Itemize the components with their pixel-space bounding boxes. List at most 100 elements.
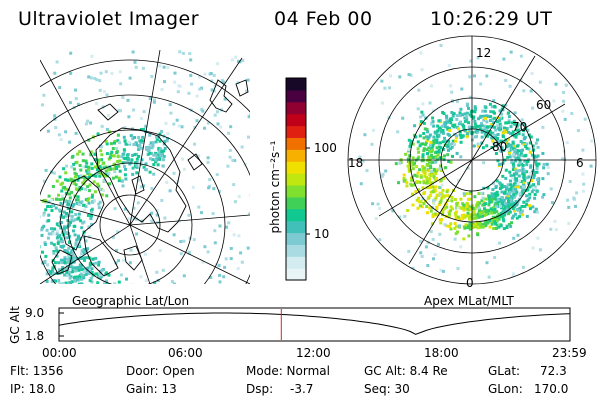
oval-pixel (448, 133, 451, 137)
map-background-pixel (102, 189, 106, 193)
map-pixel (158, 157, 162, 161)
map-pixel (157, 149, 161, 153)
oval-pixel (430, 153, 433, 157)
map-pixel (146, 311, 149, 314)
oval-pixel (491, 220, 495, 224)
oval-pixel (515, 128, 519, 132)
map-pixel (79, 219, 83, 223)
oval-pixel (451, 112, 455, 116)
oval-pixel (520, 154, 524, 158)
background-pixel (530, 71, 534, 75)
map-pixel (149, 141, 153, 145)
altitude-ylabel: GC Alt (8, 306, 22, 344)
oval-pixel (428, 155, 432, 159)
map-pixel (133, 153, 137, 157)
map-background-pixel (140, 219, 144, 223)
oval-pixel (420, 205, 424, 209)
map-background-pixel (213, 84, 217, 88)
oval-pixel (489, 207, 493, 211)
oval-pixel (514, 169, 518, 173)
oval-pixel (455, 151, 459, 155)
map-pixel (73, 224, 77, 228)
map-pixel (83, 310, 86, 313)
oval-pixel (515, 216, 519, 220)
map-pixel (57, 279, 61, 283)
oval-pixel (410, 183, 414, 187)
map-pixel (74, 187, 78, 191)
map-background-pixel (62, 283, 66, 284)
oval-pixel (496, 133, 500, 136)
map-pixel (163, 330, 166, 333)
background-pixel (570, 112, 574, 115)
map-pixel (137, 136, 141, 139)
oval-pixel (453, 123, 457, 127)
map-pixel (97, 184, 101, 188)
oval-pixel (431, 116, 435, 120)
map-pixel (81, 256, 85, 260)
map-pixel (91, 257, 95, 261)
map-pixel (55, 271, 59, 275)
background-pixel (428, 101, 432, 105)
background-pixel (466, 166, 470, 170)
map-pixel (122, 148, 126, 152)
oval-pixel (517, 149, 521, 153)
map-background-pixel (211, 212, 215, 216)
oval-pixel (484, 210, 488, 214)
background-pixel (518, 179, 521, 183)
oval-pixel (478, 124, 482, 128)
oval-pixel (450, 199, 454, 203)
map-background-pixel (206, 156, 210, 160)
oval-pixel (405, 184, 409, 188)
map-pixel (102, 166, 106, 170)
map-pixel (59, 298, 62, 301)
map-pixel (79, 283, 83, 284)
map-pixel (64, 226, 68, 230)
map-background-pixel (135, 232, 139, 236)
background-pixel (522, 185, 525, 189)
oval-pixel (418, 204, 422, 208)
oval-pixel (435, 193, 439, 197)
map-pixel (90, 280, 94, 284)
oval-pixel (481, 114, 485, 118)
oval-pixel (519, 179, 523, 183)
map-pixel (142, 309, 145, 312)
oval-pixel (528, 150, 532, 154)
oval-pixel (459, 197, 463, 201)
map-pixel (90, 289, 93, 292)
map-background-pixel (210, 88, 214, 92)
map-background-pixel (133, 60, 137, 64)
map-pixel (134, 143, 138, 146)
oval-pixel (526, 160, 529, 164)
oval-pixel (435, 207, 439, 211)
map-pixel (129, 324, 132, 327)
oval-pixel (504, 130, 508, 134)
map-background-pixel (200, 86, 203, 90)
background-pixel (493, 256, 497, 259)
map-background-pixel (95, 101, 98, 105)
map-pixel (82, 251, 86, 255)
oval-pixel (515, 177, 518, 181)
oval-pixel (502, 219, 506, 223)
oval-pixel (503, 126, 506, 130)
map-background-pixel (213, 241, 217, 245)
map-pixel (84, 273, 88, 276)
map-background-pixel (90, 54, 94, 58)
oval-pixel (494, 152, 498, 155)
map-background-pixel (188, 52, 192, 56)
map-background-pixel (155, 213, 159, 217)
background-pixel (562, 99, 565, 103)
door-status: Door: Open (126, 364, 195, 378)
map-background-pixel (55, 60, 59, 64)
oval-pixel (451, 124, 455, 127)
background-pixel (371, 202, 375, 206)
oval-pixel (436, 124, 440, 128)
map-pixel (90, 214, 93, 218)
background-pixel (409, 73, 413, 77)
map-pixel (76, 265, 80, 269)
map-background-pixel (212, 89, 216, 93)
map-pixel (74, 287, 77, 290)
map-pixel (81, 267, 84, 271)
map-pixel (91, 200, 95, 204)
map-background-pixel (189, 74, 193, 77)
map-pixel (59, 258, 63, 262)
